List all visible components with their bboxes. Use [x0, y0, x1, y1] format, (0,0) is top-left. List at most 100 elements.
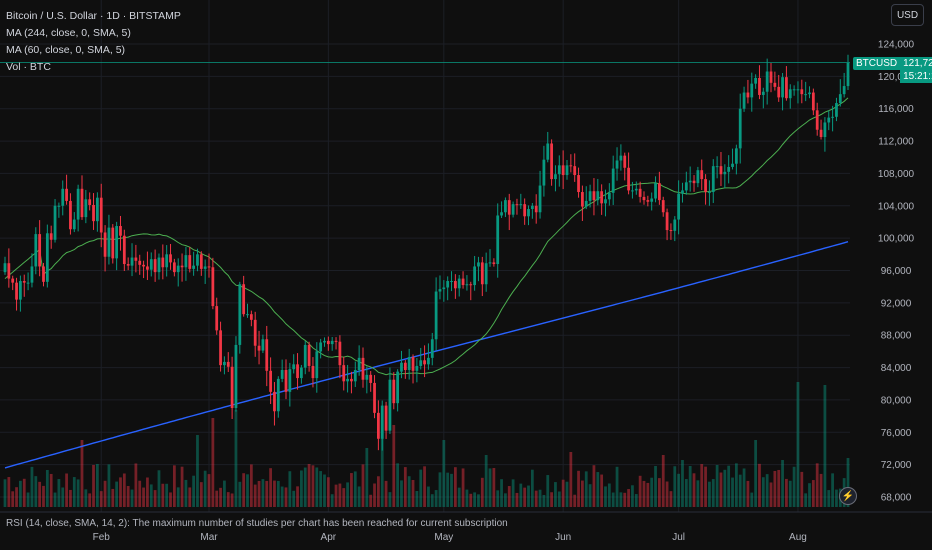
candle — [172, 262, 176, 273]
ma60-legend[interactable]: MA (60, close, 0, SMA, 5) — [6, 44, 126, 56]
volume-bar — [338, 483, 342, 507]
volume-bar — [692, 473, 696, 507]
volume-bar — [573, 494, 577, 507]
candle — [107, 227, 111, 257]
volume-bar — [176, 487, 180, 507]
volume-bars — [3, 382, 850, 507]
candle — [446, 281, 450, 288]
volume-bar — [761, 477, 765, 507]
candle — [30, 266, 34, 283]
candle — [523, 204, 527, 217]
candle — [400, 362, 403, 372]
candle — [396, 371, 400, 404]
volume-bar — [26, 492, 30, 507]
volume-bar — [515, 492, 519, 507]
candle — [650, 198, 654, 202]
candle — [57, 205, 61, 207]
candle — [785, 77, 788, 99]
volume-bar — [11, 491, 15, 507]
volume-bar — [450, 473, 453, 507]
volume-bar — [584, 471, 588, 507]
candle — [38, 234, 42, 267]
candle — [781, 77, 784, 98]
volume-bar — [207, 474, 211, 507]
candle — [334, 340, 338, 342]
candle — [427, 357, 430, 365]
price-axis-label: 120,000 — [878, 72, 915, 83]
volume-bar — [169, 492, 172, 507]
volume-bar — [361, 464, 365, 507]
candle — [357, 357, 361, 370]
candle — [280, 369, 284, 379]
volume-bar — [376, 476, 380, 507]
time-axis-label: Aug — [789, 532, 807, 543]
price-axis-label: 112,000 — [878, 137, 914, 148]
candle — [72, 219, 76, 230]
volume-bar — [61, 487, 65, 507]
volume-bar — [311, 465, 315, 507]
volume-bar — [423, 466, 426, 507]
volume-bar — [654, 466, 657, 507]
volume-bar — [153, 490, 157, 507]
candle — [188, 255, 192, 269]
candle — [296, 364, 299, 379]
volume-bar — [650, 477, 654, 507]
volume-bar — [465, 489, 469, 507]
ma244-legend[interactable]: MA (244, close, 0, SMA, 5) — [6, 27, 131, 39]
volume-bar — [419, 469, 423, 507]
volume-bar — [557, 491, 561, 507]
candle — [619, 155, 623, 161]
candle — [754, 77, 758, 84]
volume-bar — [269, 468, 272, 507]
candle — [122, 235, 126, 265]
time-axis-label: Feb — [93, 532, 111, 543]
candle — [323, 340, 326, 343]
candle — [480, 262, 484, 285]
volume-bar — [22, 478, 26, 507]
volume-bar — [446, 472, 450, 507]
candle — [388, 379, 392, 431]
volume-bar — [619, 492, 623, 507]
time-axis-label: Apr — [321, 532, 337, 543]
candle — [369, 374, 373, 383]
volume-legend[interactable]: Vol · BTC — [6, 61, 51, 73]
volume-bar — [646, 482, 650, 507]
volume-bar — [300, 470, 303, 507]
volume-bar — [577, 470, 580, 507]
candle — [161, 257, 165, 268]
volume-bar — [319, 471, 323, 507]
volume-bar — [657, 478, 661, 507]
volume-bar — [226, 492, 230, 507]
candle — [765, 71, 769, 92]
volume-bar — [134, 463, 138, 507]
candle — [142, 264, 145, 267]
volume-bar — [638, 475, 642, 507]
candle — [346, 378, 349, 382]
volume-bar — [665, 481, 669, 507]
candle — [69, 200, 72, 230]
volume-bar — [149, 484, 153, 507]
candle — [138, 260, 142, 265]
candle — [265, 339, 269, 371]
volume-bar — [157, 470, 161, 507]
candle — [504, 200, 507, 213]
lightning-icon[interactable]: ⚡ — [839, 487, 857, 505]
volume-bar — [350, 473, 353, 507]
candle — [469, 284, 473, 286]
volume-bar — [750, 492, 754, 507]
candle — [146, 266, 149, 270]
volume-bar — [523, 487, 527, 507]
symbol-title[interactable]: Bitcoin / U.S. Dollar · 1D · BITSTAMP — [6, 10, 181, 22]
candle — [577, 175, 580, 193]
candle — [758, 77, 761, 95]
candle — [557, 165, 561, 175]
volume-bar — [369, 494, 373, 507]
volume-bar — [142, 487, 145, 507]
volume-bar — [746, 480, 750, 507]
volume-bar — [15, 487, 18, 507]
candle — [326, 340, 330, 345]
currency-button[interactable]: USD — [891, 4, 924, 26]
candle — [592, 191, 596, 201]
price-axis-label: 104,000 — [878, 201, 915, 212]
